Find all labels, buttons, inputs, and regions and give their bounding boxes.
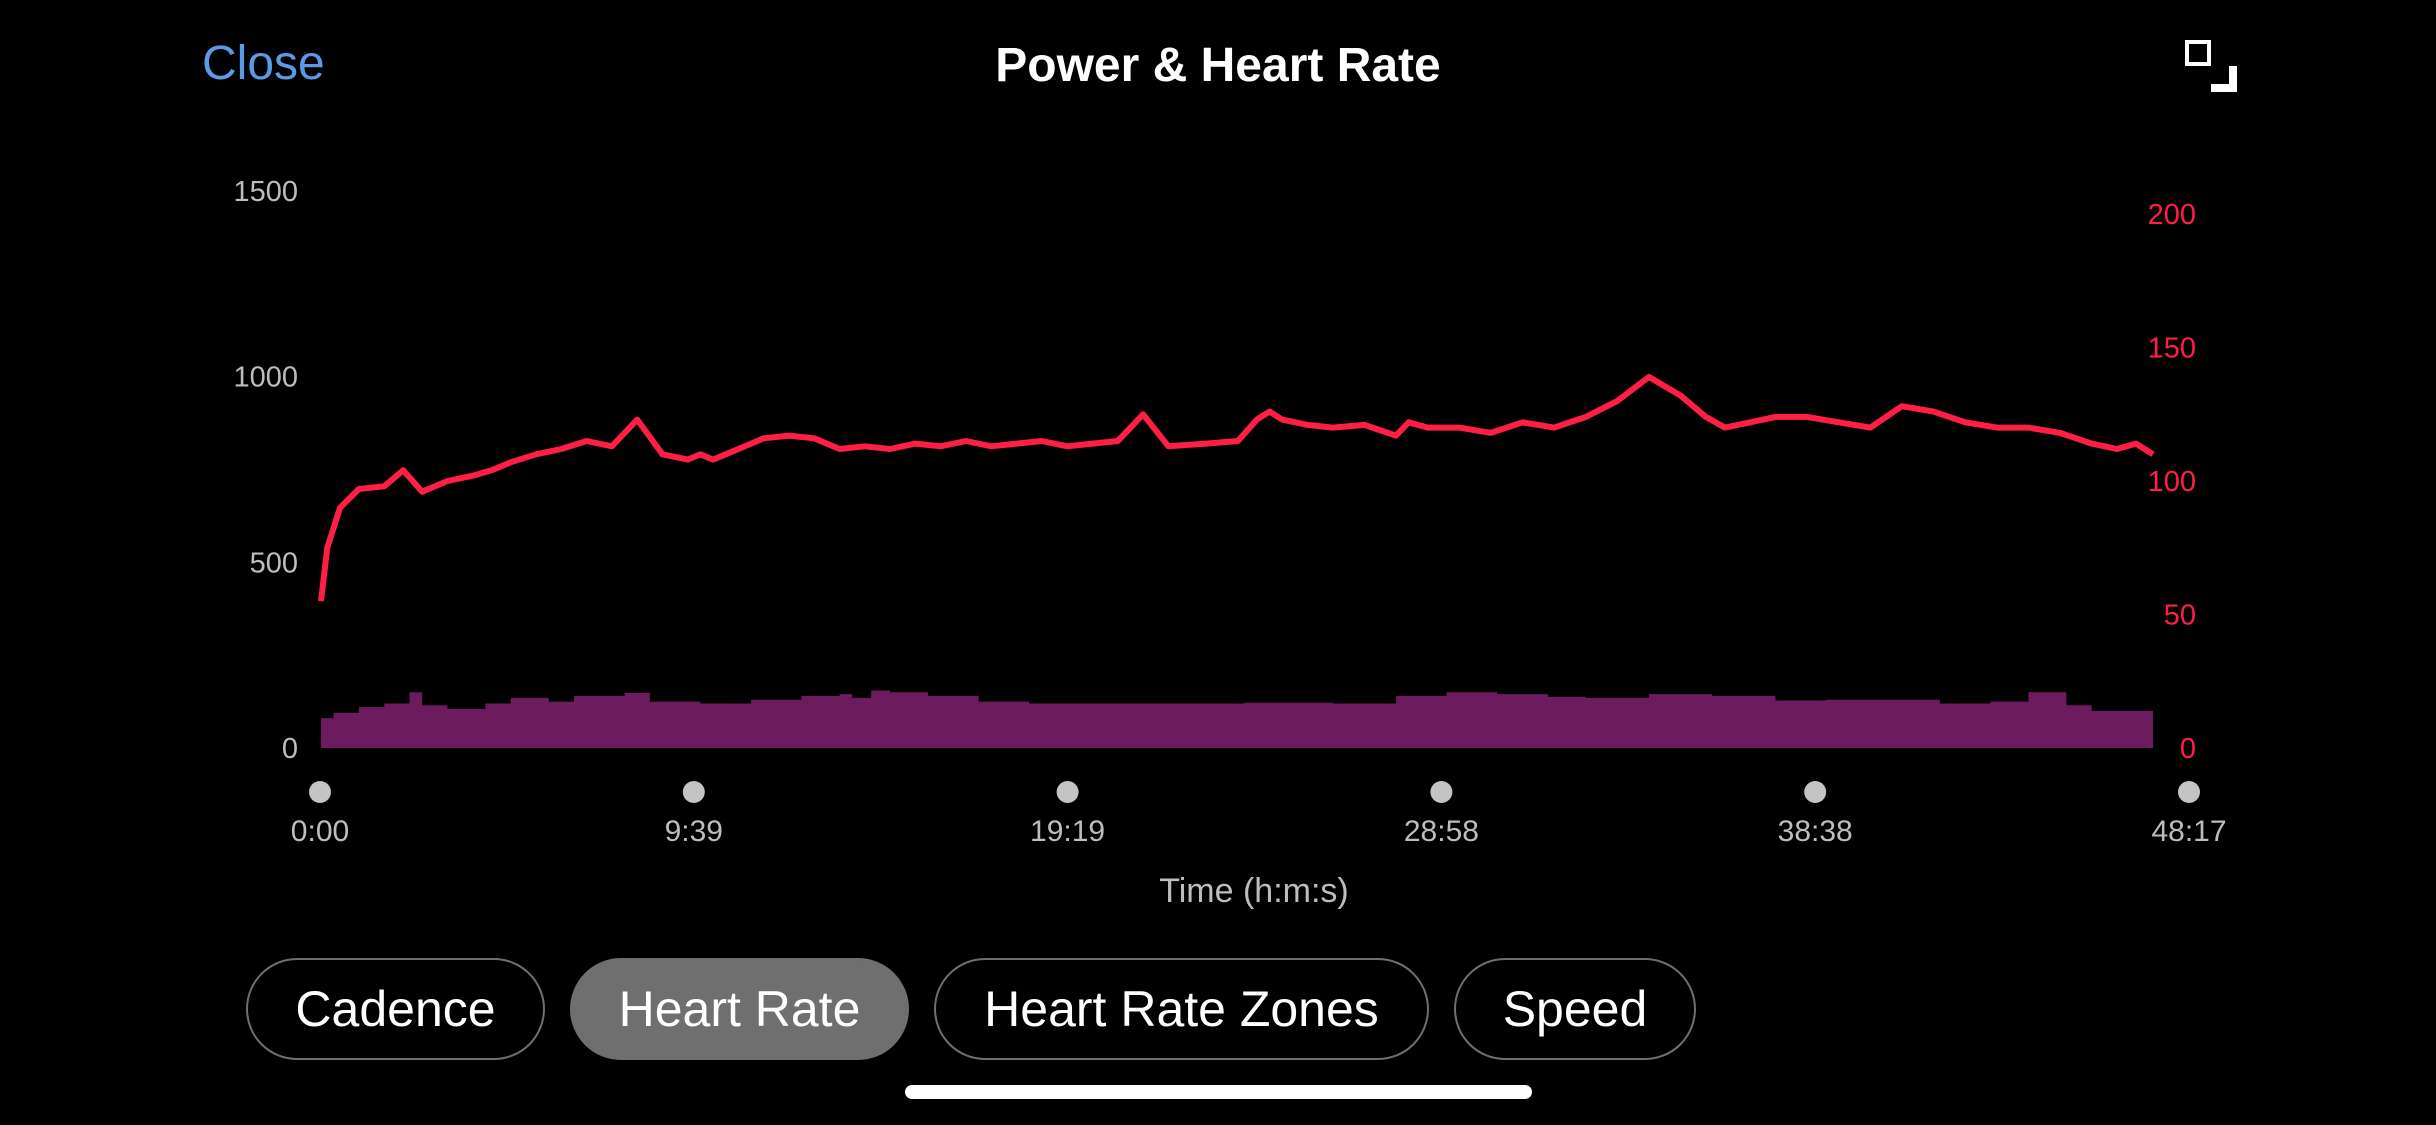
right-axis-tick: 100 xyxy=(2148,466,2196,498)
x-axis-scrub-dot[interactable] xyxy=(2178,781,2200,803)
right-axis-tick: 150 xyxy=(2148,333,2196,365)
left-axis-tick: 1000 xyxy=(233,362,298,394)
x-axis-tick: 48:17 xyxy=(2151,815,2226,848)
left-axis-tick: 500 xyxy=(250,547,298,579)
x-axis-scrub-dot[interactable] xyxy=(309,781,331,803)
metric-tabs: Cadence Heart Rate Heart Rate Zones Spee… xyxy=(246,958,1696,1064)
x-axis-scrub-dot[interactable] xyxy=(1804,781,1827,803)
right-axis-tick: 200 xyxy=(2148,199,2196,231)
x-axis-title: Time (h:m:s) xyxy=(1159,872,1349,910)
tab-heart-rate-zones[interactable]: Heart Rate Zones xyxy=(934,958,1429,1060)
x-axis-tick: 9:39 xyxy=(665,815,723,848)
left-axis-tick: 0 xyxy=(282,733,298,765)
x-axis-scrub-dot[interactable] xyxy=(1056,781,1079,803)
x-axis-tick: 28:58 xyxy=(1404,815,1479,848)
power-area-series xyxy=(321,690,2153,748)
x-axis-scrub-dot[interactable] xyxy=(1430,781,1453,803)
right-axis-tick: 0 xyxy=(2180,733,2196,765)
tab-heart-rate[interactable]: Heart Rate xyxy=(570,958,909,1060)
page-title: Power & Heart Rate xyxy=(995,39,1441,92)
left-axis-tick: 1500 xyxy=(233,176,298,208)
x-axis-tick: 0:00 xyxy=(291,815,349,848)
x-axis-scrub-dot[interactable] xyxy=(682,781,705,803)
x-axis-tick: 38:38 xyxy=(1778,815,1853,848)
home-indicator xyxy=(905,1085,1532,1099)
close-button[interactable]: Close xyxy=(202,37,325,90)
expand-icon[interactable] xyxy=(2185,40,2237,92)
right-axis-tick: 50 xyxy=(2164,600,2196,632)
tab-speed[interactable]: Speed xyxy=(1454,958,1696,1060)
heart-rate-line-series xyxy=(318,373,2155,602)
x-axis-tick: 19:19 xyxy=(1030,815,1105,848)
tab-cadence[interactable]: Cadence xyxy=(246,958,545,1060)
